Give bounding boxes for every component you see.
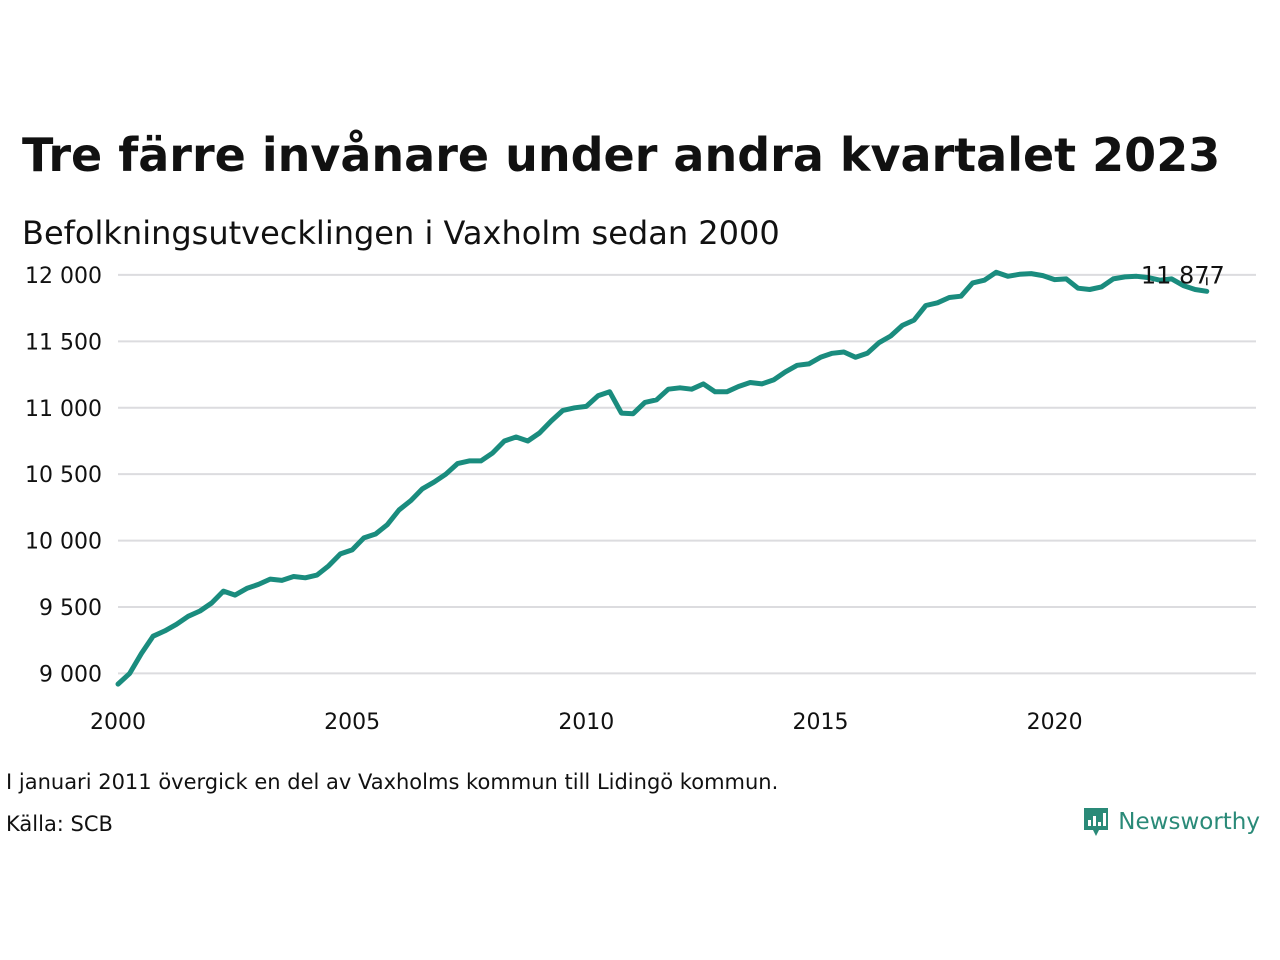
y-tick-label: 10 000 <box>25 530 102 555</box>
y-tick-label: 11 500 <box>25 330 102 355</box>
y-tick-label: 11 000 <box>25 397 102 422</box>
x-tick-label: 2000 <box>90 710 146 735</box>
population-line <box>115 269 1210 687</box>
last-value-annotation: 11 877 <box>1141 261 1225 289</box>
x-tick-label: 2005 <box>324 710 380 735</box>
chart-subtitle: Befolkningsutvecklingen i Vaxholm sedan … <box>22 214 780 252</box>
gridlines <box>118 273 1256 675</box>
population-series <box>115 269 1210 687</box>
last-value-label: 11 877 <box>1141 261 1225 289</box>
newsworthy-logo-icon <box>1084 808 1109 836</box>
y-axis-ticks: 9 000 9 500 10 000 10 500 11 000 11 500 12 000 <box>25 264 102 688</box>
x-tick-label: 2015 <box>792 710 848 735</box>
y-tick-label: 12 000 <box>25 264 102 289</box>
footnote: I januari 2011 övergick en del av Vaxhol… <box>6 770 779 794</box>
brand-name: Newsworthy <box>1118 809 1260 835</box>
line-chart: 9 000 9 500 10 000 10 500 11 000 11 500 12 000… <box>25 261 1256 735</box>
newsworthy-brand[interactable]: Newsworthy <box>1082 806 1260 838</box>
y-tick-label: 10 500 <box>25 463 102 488</box>
y-tick-label: 9 500 <box>39 596 102 621</box>
source-credit: Källa: SCB <box>6 812 113 836</box>
x-axis-ticks: 2000 2005 2010 2015 2020 <box>90 710 1083 735</box>
y-tick-label: 9 000 <box>39 662 102 687</box>
x-tick-label: 2010 <box>558 710 614 735</box>
chart-title: Tre färre invånare under andra kvartalet… <box>22 128 1221 182</box>
x-tick-label: 2020 <box>1027 710 1083 735</box>
